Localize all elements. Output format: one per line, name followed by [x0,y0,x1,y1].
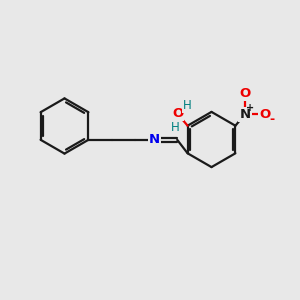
Text: N: N [149,133,160,146]
Text: +: + [246,103,254,112]
Text: N: N [239,108,250,121]
Text: O: O [239,87,251,100]
Text: H: H [183,99,191,112]
Text: H: H [171,121,180,134]
Text: O: O [172,106,183,120]
Text: O: O [259,108,271,121]
Text: -: - [269,112,274,125]
